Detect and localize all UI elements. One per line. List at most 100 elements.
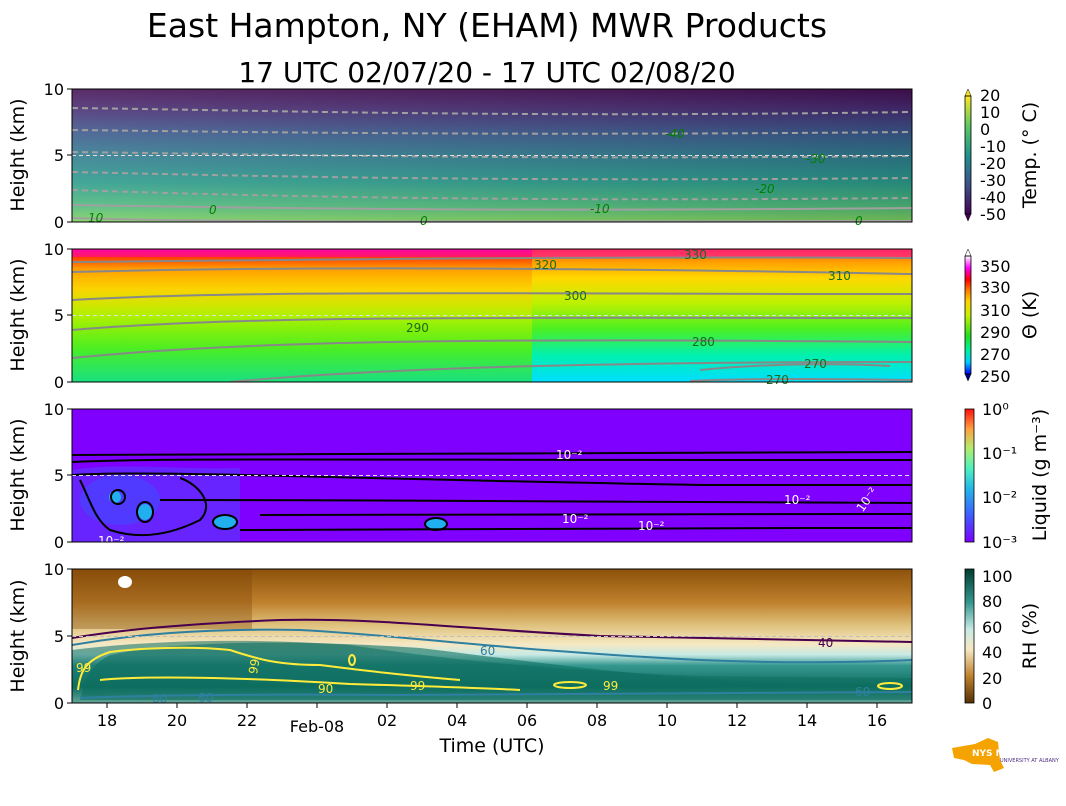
cb-temp-ticks: 20 10 0 -10 -20 -30 -40 -50	[980, 86, 1006, 224]
rh-ytick-10: 10	[44, 560, 64, 579]
x-tick-20: 20	[167, 711, 187, 730]
x-axis-label: Time (UTC)	[438, 735, 544, 757]
t-ytick-5: 5	[54, 146, 64, 165]
rh-label-99a: 99	[76, 661, 91, 675]
th-ytick-0: 0	[54, 373, 64, 392]
temp-label-10: 10	[88, 211, 104, 225]
nys-mesonet-logo: NYS Mesonet UNIVERSITY AT ALBANY	[952, 738, 1060, 772]
temp-label-neg10: -10	[590, 202, 610, 216]
cb-rh-ticks: 100 80 60 40 20 0	[982, 567, 1013, 713]
rh-contour-labels: 99 99 99 99 60 60 60 40 90 60	[76, 636, 870, 706]
rh-label-60c: 60	[198, 691, 213, 705]
liquid-label-2: 10⁻²	[784, 493, 811, 507]
svg-text:-50: -50	[980, 205, 1006, 224]
svg-text:350: 350	[980, 257, 1011, 276]
theta-label-320: 320	[534, 258, 557, 272]
svg-text:20: 20	[980, 86, 1000, 105]
liquid-label-1: 10⁻²	[556, 448, 583, 462]
page-title: East Hampton, NY (EHAM) MWR Products	[146, 6, 828, 45]
ylabel-rh: Height (km)	[7, 579, 29, 692]
colorbar-theta	[964, 248, 972, 382]
logo-text: NYS Mesonet	[972, 749, 1040, 759]
rh-label-60d: 60	[152, 692, 167, 706]
l-ytick-0: 0	[54, 533, 64, 552]
cb-rh-label: RH (%)	[1019, 603, 1041, 669]
svg-text:330: 330	[980, 278, 1011, 297]
rh-label-99b: 99	[246, 658, 262, 675]
temperature-contour-labels: 10 0 0 -10 -20 -30 -40 0	[88, 127, 863, 228]
x-tick-12: 12	[727, 711, 747, 730]
x-tick-16: 16	[867, 711, 887, 730]
page-subtitle: 17 UTC 02/07/20 - 17 UTC 02/08/20	[238, 56, 736, 89]
x-tick-06: 06	[517, 711, 537, 730]
ylabel-temperature: Height (km)	[7, 98, 29, 211]
temperature-panel	[72, 89, 912, 222]
t-ytick-0: 0	[54, 213, 64, 232]
svg-text:-40: -40	[980, 188, 1006, 207]
cb-theta-label: Θ (K)	[1019, 291, 1041, 339]
x-tick-14: 14	[797, 711, 817, 730]
svg-text:-10: -10	[980, 137, 1006, 156]
svg-text:20: 20	[982, 669, 1002, 688]
svg-text:60: 60	[982, 618, 1002, 637]
temp-label-neg30: -30	[806, 152, 826, 166]
svg-text:270: 270	[980, 345, 1011, 364]
svg-text:10⁻¹: 10⁻¹	[982, 444, 1017, 463]
rh-label-90: 90	[318, 682, 333, 696]
temp-label-neg20: -20	[755, 182, 775, 196]
x-tick-08: 08	[587, 711, 607, 730]
theta-label-280: 280	[692, 335, 715, 349]
theta-panel	[72, 249, 912, 382]
rh-label-60a: 60	[480, 644, 495, 658]
rh-label-40: 40	[818, 636, 833, 650]
ylabel-liquid: Height (km)	[7, 418, 29, 531]
colorbar-temperature	[964, 88, 972, 222]
y-tick-marks	[67, 88, 72, 704]
theta-label-300: 300	[564, 289, 587, 303]
cb-liquid-ticks: 10⁰ 10⁻¹ 10⁻² 10⁻³	[982, 400, 1017, 552]
liquid-label-4: 10⁻²	[638, 519, 665, 533]
svg-text:-20: -20	[980, 154, 1006, 173]
theta-contour-labels: 330 320 310 300 290 280 270 270	[406, 248, 851, 387]
colorbar-liquid	[964, 408, 975, 543]
x-tick-labels: 18 20 22 Feb-08 02 04 06 08 10 12 14 16	[97, 711, 887, 736]
temp-label-0b: 0	[420, 214, 428, 228]
svg-text:310: 310	[980, 301, 1011, 320]
x-tick-Feb-08: Feb-08	[290, 717, 344, 736]
x-tick-22: 22	[237, 711, 257, 730]
theta-label-330: 330	[684, 248, 707, 262]
th-ytick-10: 10	[44, 240, 64, 259]
svg-text:0: 0	[982, 694, 992, 713]
svg-text:10: 10	[980, 103, 1000, 122]
theta-label-270b: 270	[766, 373, 789, 387]
theta-label-290: 290	[406, 321, 429, 335]
rh-ytick-5: 5	[54, 627, 64, 646]
rh-label-99c: 99	[410, 679, 425, 693]
svg-text:10⁻³: 10⁻³	[982, 533, 1017, 552]
rh-label-60b: 60	[855, 685, 870, 699]
liquid-label-5: 10⁻²	[98, 534, 125, 548]
svg-text:40: 40	[982, 643, 1002, 662]
x-tick-18: 18	[97, 711, 117, 730]
x-tick-10: 10	[657, 711, 677, 730]
x-tick-02: 02	[377, 711, 397, 730]
th-ytick-5: 5	[54, 306, 64, 325]
svg-text:290: 290	[980, 323, 1011, 342]
cb-theta-ticks: 350 330 310 290 270 250	[980, 257, 1011, 386]
y-tick-labels: 10 5 0 10 5 0 10 5 0 10 5 0	[44, 80, 64, 713]
liquid-panel	[72, 409, 912, 542]
cb-temp-label: Temp. (° C)	[1019, 102, 1041, 209]
svg-text:10⁻²: 10⁻²	[982, 488, 1017, 507]
temp-label-0a: 0	[209, 203, 217, 217]
temp-label-neg40: -40	[665, 127, 685, 141]
rh-panel	[72, 569, 912, 703]
rh-ytick-0: 0	[54, 694, 64, 713]
colorbar-rh	[964, 568, 975, 704]
liquid-label-3: 10⁻²	[562, 512, 589, 526]
svg-text:80: 80	[982, 592, 1002, 611]
svg-text:0: 0	[980, 120, 990, 139]
t-ytick-10: 10	[44, 80, 64, 99]
rh-label-99d: 99	[603, 679, 618, 693]
l-ytick-5: 5	[54, 466, 64, 485]
